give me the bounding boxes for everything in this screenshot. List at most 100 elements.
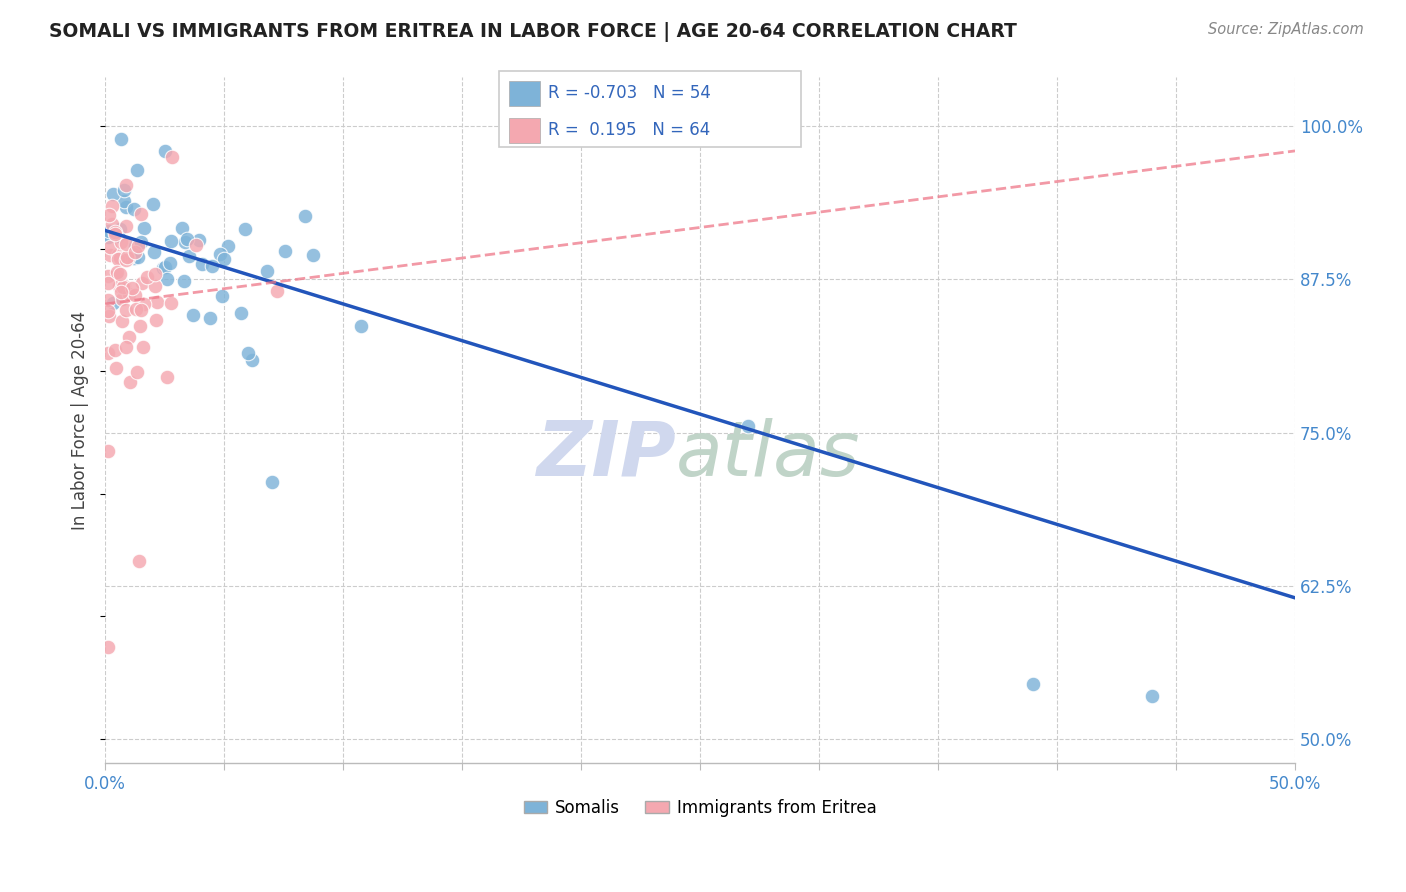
Point — [112, 278, 135, 293]
Point — [104, 226, 127, 240]
Point — [273, 244, 295, 258]
Point — [135, 270, 157, 285]
Point — [128, 554, 150, 568]
Point — [98, 248, 121, 262]
Legend: Somalis, Immigrants from Eritrea: Somalis, Immigrants from Eritrea — [517, 792, 883, 823]
Point — [132, 340, 155, 354]
Text: R = -0.703   N = 54: R = -0.703 N = 54 — [548, 84, 711, 103]
Point — [112, 194, 135, 208]
Point — [115, 236, 138, 251]
Text: SOMALI VS IMMIGRANTS FROM ERITREA IN LABOR FORCE | AGE 20-64 CORRELATION CHART: SOMALI VS IMMIGRANTS FROM ERITREA IN LAB… — [49, 22, 1017, 42]
Point — [142, 244, 165, 259]
Point — [170, 221, 193, 235]
Point — [236, 345, 259, 359]
Point — [98, 240, 121, 254]
Text: ZIP: ZIP — [537, 417, 676, 491]
Point — [110, 222, 132, 236]
Point — [105, 265, 128, 279]
Point — [104, 343, 127, 357]
Point — [97, 227, 120, 241]
Point — [101, 199, 124, 213]
Point — [155, 370, 177, 384]
Point — [115, 219, 138, 233]
Point — [156, 272, 179, 286]
Point — [294, 209, 316, 223]
Point — [209, 247, 232, 261]
Point — [143, 278, 166, 293]
Point — [97, 443, 120, 458]
Point — [190, 257, 212, 271]
Point — [134, 220, 156, 235]
Point — [104, 227, 127, 241]
Point — [97, 230, 120, 244]
Point — [145, 313, 167, 327]
Point — [97, 276, 120, 290]
Point — [104, 361, 127, 376]
Point — [110, 132, 132, 146]
Point — [131, 303, 153, 318]
Point — [108, 267, 131, 281]
Point — [101, 295, 124, 310]
Point — [97, 640, 120, 654]
Point — [97, 268, 120, 283]
Point — [107, 247, 129, 261]
Point — [127, 250, 149, 264]
Point — [108, 278, 131, 293]
Y-axis label: In Labor Force | Age 20-64: In Labor Force | Age 20-64 — [72, 310, 89, 530]
Point — [114, 340, 136, 354]
Point — [121, 281, 143, 295]
Point — [160, 150, 183, 164]
Point — [122, 251, 145, 265]
Point — [98, 224, 121, 238]
Point — [97, 293, 120, 307]
Point — [115, 178, 138, 192]
Point — [124, 239, 146, 253]
Point — [127, 162, 149, 177]
Point — [120, 375, 142, 389]
Point — [104, 227, 127, 241]
Point — [181, 309, 204, 323]
Point — [198, 310, 221, 325]
Point — [217, 239, 239, 253]
Point — [177, 249, 200, 263]
Point — [1022, 676, 1045, 690]
Point — [125, 365, 148, 379]
Point — [302, 248, 325, 262]
Point — [173, 274, 195, 288]
Point — [349, 319, 371, 334]
Point — [117, 251, 139, 265]
Point — [98, 208, 121, 222]
Point — [233, 222, 256, 236]
Point — [110, 285, 132, 299]
Point — [115, 200, 138, 214]
Text: Source: ZipAtlas.com: Source: ZipAtlas.com — [1208, 22, 1364, 37]
Point — [737, 419, 759, 434]
Point — [266, 285, 288, 299]
Point — [110, 235, 132, 249]
Point — [117, 287, 139, 301]
Point — [153, 144, 176, 158]
Point — [212, 252, 235, 266]
Point — [131, 276, 153, 290]
Point — [231, 306, 253, 320]
Point — [184, 237, 207, 252]
Point — [124, 288, 146, 302]
Point — [127, 239, 149, 253]
Point — [105, 268, 128, 282]
Point — [111, 292, 134, 306]
Point — [129, 235, 152, 249]
Point — [146, 294, 169, 309]
Point — [134, 296, 156, 310]
Point — [1142, 689, 1164, 703]
Point — [97, 309, 120, 323]
Point — [256, 264, 278, 278]
Point — [107, 252, 129, 266]
Point — [260, 475, 283, 489]
Point — [111, 279, 134, 293]
Point — [115, 250, 138, 264]
Point — [153, 260, 176, 274]
Point — [97, 345, 120, 359]
Point — [124, 245, 146, 260]
Point — [112, 183, 135, 197]
Point — [117, 330, 139, 344]
